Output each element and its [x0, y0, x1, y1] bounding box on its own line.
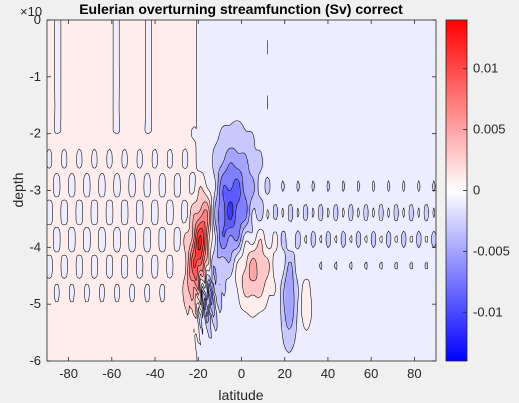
x-tick-label: 60	[364, 366, 378, 381]
colorbar-ticks: 0.01 0.005 0 -0.005 -0.01	[463, 61, 510, 319]
x-axis: -80 -60 -40 -20 0 20 40 60 80	[59, 20, 422, 381]
x-tick-label: 20	[277, 366, 291, 381]
contour-line	[222, 178, 241, 238]
y-tick-label: -5	[29, 296, 41, 311]
x-tick-label: 0	[238, 366, 245, 381]
contour-line	[203, 162, 248, 317]
plot-area: -80 -60 -40 -20 0 20 40 60 80 0 -1 -2 -3 -4 -5 -6	[29, 12, 437, 381]
streamfunction-field	[47, 20, 436, 361]
y-axis: 0 -1 -2 -3 -4 -5 -6	[29, 12, 436, 368]
contour-line	[187, 201, 258, 305]
contour-line	[193, 228, 204, 269]
x-tick-label: 40	[321, 366, 335, 381]
contour-line	[191, 221, 206, 281]
contour-line	[202, 147, 295, 330]
colorbar-tick-label: -0.005	[473, 243, 510, 258]
colorbar: 0.01 0.005 0 -0.005 -0.01	[445, 19, 510, 362]
x-tick-label: -40	[146, 366, 165, 381]
x-tick-label: -20	[189, 366, 208, 381]
contour-line	[227, 201, 234, 221]
contour-line	[189, 209, 208, 291]
y-tick-label: -2	[29, 126, 41, 141]
contour-line	[197, 120, 437, 353]
y-tick-label: -1	[29, 69, 41, 84]
y-tick-label: -4	[29, 239, 41, 254]
x-tick-label: 80	[407, 366, 421, 381]
chart-title: Eulerian overturning streamfunction (Sv)…	[79, 1, 403, 17]
x-axis-title: latitude	[218, 387, 263, 403]
x-tick-label: -80	[59, 366, 78, 381]
contour-line	[46, 20, 436, 361]
colorbar-tick-label: 0.01	[473, 61, 498, 76]
colorbar-tick-label: 0.005	[473, 122, 506, 137]
colorbar-tick-label: 0	[473, 183, 480, 198]
x-tick-label: -60	[102, 366, 121, 381]
y-tick-label: 0	[34, 12, 41, 27]
colorbar-tick-label: -0.01	[473, 304, 503, 319]
y-axis-title: depth	[10, 172, 26, 207]
contour-lines	[46, 20, 437, 361]
y-exponent-label: ×10	[20, 4, 42, 19]
contour-line	[182, 186, 270, 320]
y-tick-label: -3	[29, 183, 41, 198]
contour-line	[197, 235, 202, 250]
y-tick-label: -6	[29, 353, 41, 368]
